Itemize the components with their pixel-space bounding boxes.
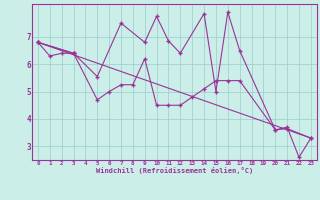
X-axis label: Windchill (Refroidissement éolien,°C): Windchill (Refroidissement éolien,°C) <box>96 167 253 174</box>
